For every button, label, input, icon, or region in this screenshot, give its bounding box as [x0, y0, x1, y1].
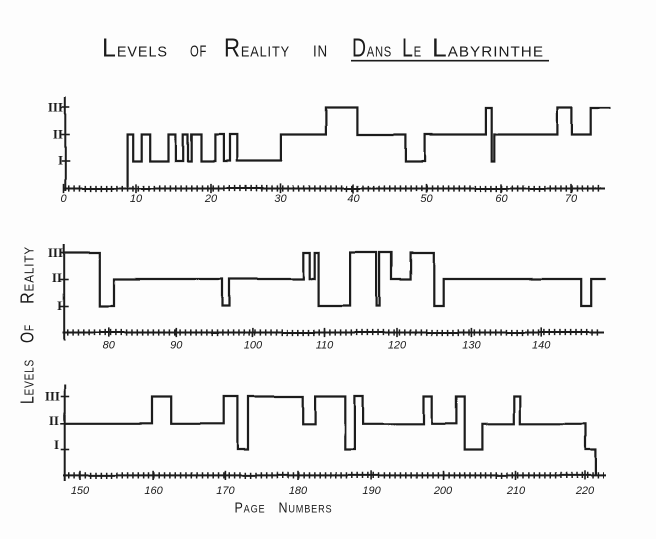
svg-text:50: 50	[420, 193, 433, 205]
svg-text:II: II	[49, 413, 59, 428]
svg-text:110: 110	[316, 340, 334, 352]
svg-text:II: II	[53, 127, 63, 142]
svg-text:I: I	[54, 437, 59, 452]
svg-text:DANS: DANS	[352, 33, 392, 63]
svg-text:220: 220	[575, 485, 595, 497]
svg-text:40: 40	[347, 193, 360, 205]
svg-text:LEVELS: LEVELS	[18, 359, 38, 404]
svg-text:III: III	[45, 389, 60, 404]
svg-text:130: 130	[462, 340, 481, 352]
svg-text:90: 90	[170, 340, 183, 352]
svg-text:REALITY: REALITY	[224, 33, 290, 63]
svg-text:III: III	[48, 245, 63, 260]
svg-text:NUMBERS: NUMBERS	[279, 500, 333, 517]
svg-text:III: III	[48, 100, 63, 115]
svg-text:I: I	[57, 298, 62, 313]
svg-text:LABYRINTHE: LABYRINTHE	[432, 33, 544, 63]
svg-text:180: 180	[289, 485, 308, 497]
svg-text:80: 80	[103, 340, 116, 352]
svg-text:IN: IN	[313, 44, 328, 61]
svg-text:60: 60	[495, 193, 508, 205]
svg-text:150: 150	[71, 485, 90, 497]
svg-text:210: 210	[506, 485, 526, 497]
svg-text:10: 10	[130, 193, 143, 205]
svg-text:20: 20	[204, 193, 218, 205]
svg-text:120: 120	[388, 340, 407, 352]
svg-text:170: 170	[216, 485, 235, 497]
svg-text:REALITY: REALITY	[18, 246, 38, 304]
svg-text:LE: LE	[402, 33, 422, 63]
svg-text:200: 200	[433, 485, 453, 497]
svg-text:II: II	[52, 270, 62, 285]
svg-text:100: 100	[244, 340, 263, 352]
svg-text:140: 140	[532, 340, 551, 352]
svg-text:OF: OF	[18, 324, 38, 343]
svg-text:LEVELS: LEVELS	[102, 33, 168, 63]
svg-text:70: 70	[565, 193, 578, 205]
svg-text:OF: OF	[190, 44, 207, 61]
svg-text:PAGE: PAGE	[235, 500, 266, 517]
svg-text:I: I	[58, 153, 63, 168]
svg-text:190: 190	[362, 485, 381, 497]
svg-text:0: 0	[60, 193, 67, 205]
svg-text:160: 160	[144, 485, 163, 497]
svg-text:30: 30	[274, 193, 287, 205]
